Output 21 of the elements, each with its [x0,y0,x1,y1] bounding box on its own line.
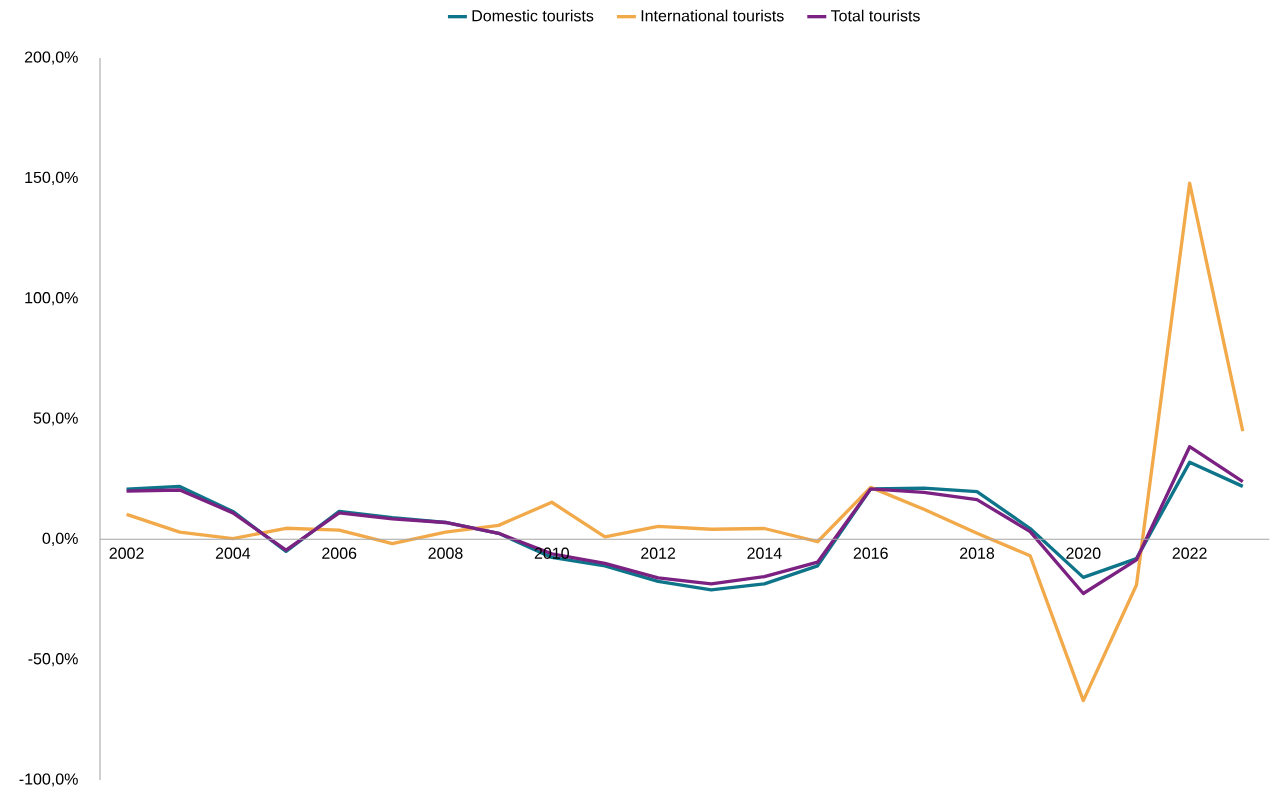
y-tick-label: 150,0% [25,171,78,185]
legend-label: International tourists [641,9,784,22]
x-tick-label: 2022 [1172,547,1207,559]
x-tick-label: 2012 [641,547,676,559]
x-tick-label: 2004 [215,547,251,559]
x-tick-label: 2002 [109,547,144,559]
legend-label: Total tourists [830,9,920,22]
x-tick-label: 2006 [322,547,357,559]
y-tick-label: 50,0% [33,412,78,426]
x-tick-label: 2008 [428,547,463,559]
y-tick-label: 0,0% [42,532,78,546]
x-tick-label: 2020 [1066,547,1101,559]
x-tick-label: 2014 [747,547,782,559]
x-tick-label: 2010 [534,547,569,559]
x-tick-label: 2016 [853,547,888,559]
x-tick-label: 2018 [960,547,995,559]
legend-label: Domestic tourists [472,9,594,22]
y-tick-label: 200,0% [24,51,78,65]
y-tick-label: 100,0% [25,292,78,306]
y-tick-label: -100,0% [19,773,78,787]
y-tick-label: -50,0% [28,653,78,667]
